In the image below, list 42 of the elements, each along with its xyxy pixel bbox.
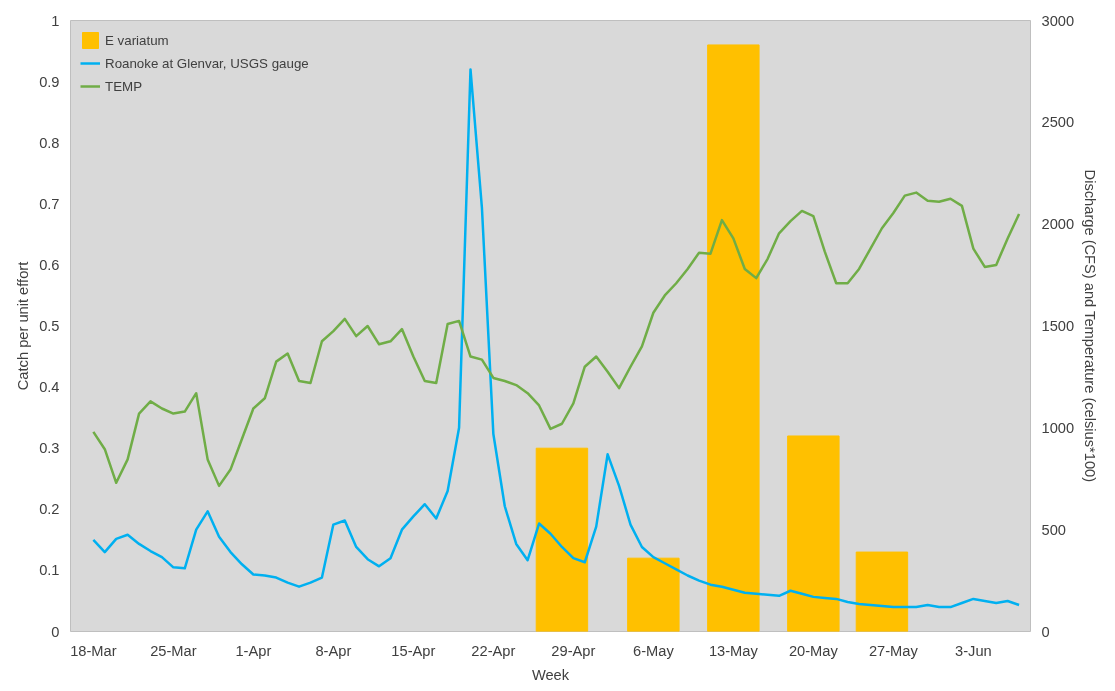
x-tick-label: 8-Apr [315,642,352,659]
y-tick-label: 0.9 [39,73,60,90]
y-tick-label: 1 [51,12,60,29]
line-series [92,191,1021,488]
legend-label: Roanoke at Glenvar, USGS gauge [105,55,309,71]
y-tick-label: 0 [51,623,60,640]
bar [627,557,680,632]
x-tick-label: 15-Apr [391,642,436,659]
bar [535,447,589,632]
y2-axis-title: Discharge (CFS) and Temperature (celsius*100) [1082,169,1099,483]
y2-tick-label: 3000 [1041,12,1075,29]
bar [855,551,909,632]
x-tick-label: 1-Apr [235,642,272,659]
bar [707,44,760,632]
y2-tick-label: 1000 [1041,419,1075,436]
y2-tick-label: 0 [1041,623,1050,640]
x-tick-label: 20-May [788,642,839,659]
y-tick-label: 0.8 [39,134,60,151]
y-tick-label: 0.4 [39,379,60,396]
y-tick-label: 0.1 [39,562,60,579]
y2-tick-label: 2500 [1041,114,1075,131]
y2-tick-label: 1500 [1041,318,1075,334]
x-tick-label: 18-Mar [70,642,117,659]
x-tick-label: 27-May [868,642,919,659]
legend-label: E variatum [105,32,169,48]
x-axis-title: Week [531,666,570,683]
legend-label: TEMP [105,78,143,94]
y-tick-label: 0.7 [39,195,60,212]
x-tick-label: 6-May [633,642,675,659]
x-tick-label: 29-Apr [551,642,596,659]
y-tick-label: 0.3 [39,440,60,457]
x-tick-label: 13-May [708,642,759,659]
bar [787,435,840,632]
y2-tick-label: 2000 [1041,216,1075,233]
y-tick-label: 0.2 [39,501,60,518]
y-tick-label: 0.5 [39,318,60,334]
y2-tick-label: 500 [1041,521,1066,538]
y-tick-label: 0.6 [39,256,60,273]
x-tick-label: 3-Jun [955,642,992,659]
x-tick-label: 22-Apr [471,642,516,659]
y-axis-title: Catch per unit effort [15,261,32,391]
x-tick-label: 25-Mar [150,642,197,659]
